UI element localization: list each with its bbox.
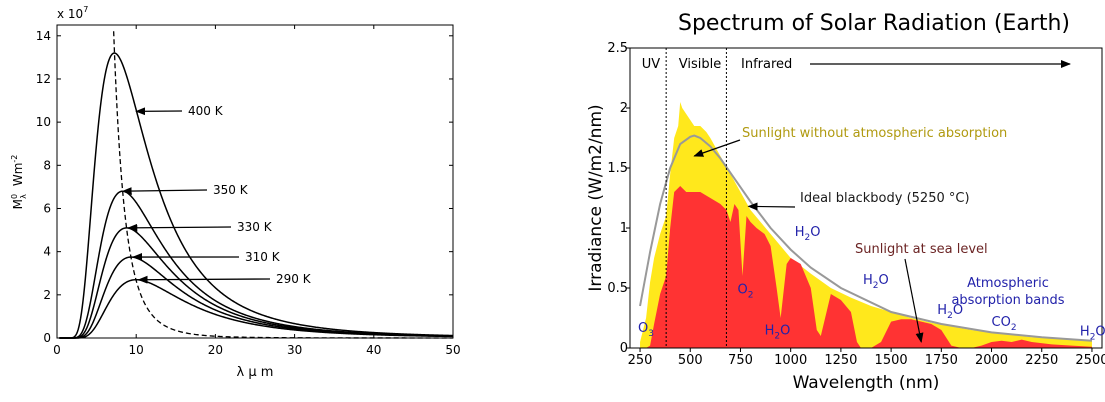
- absorption-band-label: H2O: [863, 273, 889, 291]
- right-y-axis-label: Irradiance (W/m2/nm): [586, 104, 606, 291]
- annotation-arrow: [749, 206, 795, 207]
- left-y-tick-label: 10: [36, 115, 51, 129]
- left-y-tick-label: 6: [43, 201, 51, 215]
- temperature-label: 400 K: [188, 104, 224, 118]
- left-y-axis-label: M0λWm-2: [10, 155, 28, 210]
- absorption-band-label: CO2: [992, 315, 1017, 333]
- region-label: Visible: [679, 57, 721, 72]
- annotation-arrow: [139, 279, 270, 280]
- left-x-tick-label: 50: [445, 343, 460, 357]
- annotation-text: Ideal blackbody (5250 °C): [800, 191, 970, 206]
- right-y-tick-label: 0: [620, 341, 628, 356]
- right-y-tick-label: 1.5: [607, 161, 628, 176]
- left-y-tick-label: 0: [43, 331, 51, 345]
- right-x-tick-label: 2500: [1075, 353, 1105, 368]
- annotation-text: absorption bands: [951, 293, 1064, 308]
- right-x-tick-label: 1000: [774, 353, 807, 368]
- region-label: Infrared: [741, 57, 792, 72]
- left-x-tick-label: 30: [287, 343, 302, 357]
- right-x-tick-label: 500: [678, 353, 703, 368]
- left-y-tick-label: 14: [36, 29, 51, 43]
- left-y-tick-label: 2: [43, 288, 51, 302]
- left-y-tick-label: 8: [43, 158, 51, 172]
- right-y-tick-label: 0.5: [607, 281, 628, 296]
- blackbody-chart: 0 10 20 30 40 50 0 2 4 6 8 10 12 14 400 K 350 K 330 K 31…: [10, 5, 461, 380]
- temperature-label: 310 K: [245, 250, 281, 264]
- annotation-arrow: [128, 227, 231, 228]
- y-multiplier: x 107: [57, 5, 88, 21]
- absorption-band-label: H2O: [795, 225, 821, 243]
- right-x-axis-label: Wavelength (nm): [793, 373, 940, 393]
- right-y-tick-label: 2.5: [607, 41, 628, 56]
- right-y-tick-label: 2: [620, 101, 628, 116]
- right-y-tick-label: 1: [620, 221, 628, 236]
- temperature-label: 290 K: [276, 272, 312, 286]
- left-y-tick-label: 12: [36, 72, 51, 86]
- absorption-band-label: H2O: [937, 303, 963, 321]
- right-x-tick-label: 750: [728, 353, 753, 368]
- left-x-tick-label: 10: [129, 343, 144, 357]
- right-x-tick-label: 1750: [925, 353, 958, 368]
- left-x-axis-label: λ μ m: [237, 365, 274, 380]
- right-chart-title: Spectrum of Solar Radiation (Earth): [678, 11, 1070, 36]
- left-y-tick-label: 4: [43, 245, 51, 259]
- right-x-tick-label: 2000: [975, 353, 1008, 368]
- left-x-tick-label: 20: [208, 343, 223, 357]
- solar-spectrum-chart: Spectrum of Solar Radiation (Earth) 250 5…: [586, 11, 1105, 393]
- right-x-tick-label: 1250: [824, 353, 857, 368]
- left-x-tick-label: 0: [53, 343, 61, 357]
- right-x-tick-label: 1500: [875, 353, 908, 368]
- region-label: UV: [642, 57, 661, 72]
- annotation-text: Sunlight at sea level: [855, 242, 988, 257]
- left-x-tick-label: 40: [366, 343, 381, 357]
- temperature-label: 330 K: [237, 220, 273, 234]
- right-x-tick-label: 2250: [1025, 353, 1058, 368]
- annotation-text: Sunlight without atmospheric absorption: [742, 126, 1007, 141]
- temperature-label: 350 K: [213, 183, 249, 197]
- right-x-tick-label: 250: [628, 353, 653, 368]
- annotation-text: Atmospheric: [967, 276, 1049, 291]
